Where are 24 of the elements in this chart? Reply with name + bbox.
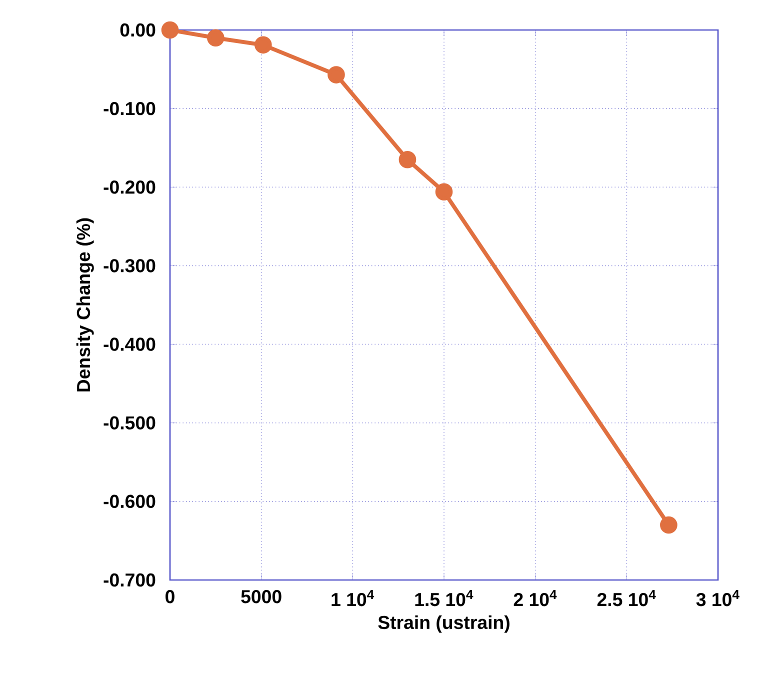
x-tick-label: 0 bbox=[166, 590, 174, 604]
y-axis-title: Density Change (%) bbox=[76, 218, 94, 392]
point bbox=[328, 66, 345, 84]
point bbox=[435, 183, 453, 201]
x-tick-label: 2 10$^{4}$ bbox=[514, 590, 557, 606]
y-tick-label: 0.00 bbox=[120, 23, 156, 37]
x-tick-label: 2.5 10$^{4}$ bbox=[597, 590, 656, 606]
x-tick-label: 3 10$^{4}$ bbox=[696, 590, 740, 606]
point bbox=[207, 29, 224, 47]
y-tick-label: -0.600 bbox=[104, 494, 156, 508]
y-tick-label: -0.100 bbox=[104, 102, 156, 116]
x-tick-label: 1 10$^{4}$ bbox=[332, 590, 374, 606]
point bbox=[660, 516, 678, 534]
y-tick-label: -0.700 bbox=[104, 573, 156, 587]
y-tick-label: -0.300 bbox=[104, 259, 156, 272]
point bbox=[161, 21, 179, 39]
y-tick-label: -0.200 bbox=[104, 180, 156, 194]
x-axis-title: Strain (ustrain) bbox=[378, 615, 510, 633]
x-tick-label: 5000 bbox=[241, 590, 282, 604]
point bbox=[254, 36, 272, 54]
x-tick-label: 1.5 10$^{4}$ bbox=[415, 590, 474, 606]
y-tick-label: -0.500 bbox=[104, 416, 156, 430]
point bbox=[398, 150, 416, 168]
y-tick-label: -0.400 bbox=[104, 338, 156, 351]
